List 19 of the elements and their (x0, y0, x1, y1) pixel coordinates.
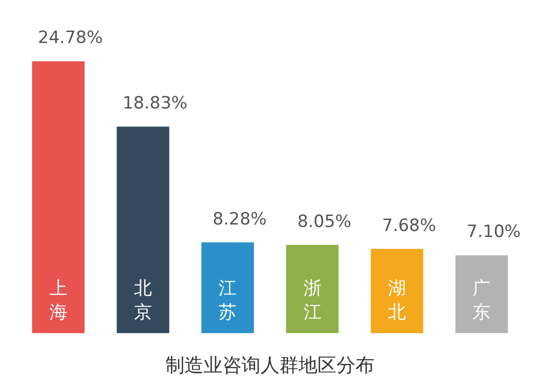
bar (286, 244, 339, 334)
bar (32, 61, 85, 334)
data-label: 24.78% (38, 28, 103, 48)
bar (116, 126, 170, 334)
data-label: 7.10% (466, 222, 521, 242)
text: 制造业咨询人群地区分布 (166, 354, 374, 377)
x-tick-label: 江苏 (218, 278, 237, 323)
data-label: 7.68% (382, 216, 436, 236)
data-label: 8.05% (297, 212, 352, 232)
x-tick-label: 广东 (472, 278, 491, 323)
x-tick-label: 北京 (134, 278, 152, 323)
bar (201, 242, 254, 334)
bar (370, 248, 424, 334)
x-tick-label: 浙江 (303, 278, 322, 323)
bar (455, 255, 508, 334)
data-label: 18.83% (122, 93, 188, 114)
x-tick-label: 上海 (49, 278, 68, 323)
data-label: 8.28% (212, 209, 267, 230)
x-tick-label: 湖北 (388, 278, 406, 323)
